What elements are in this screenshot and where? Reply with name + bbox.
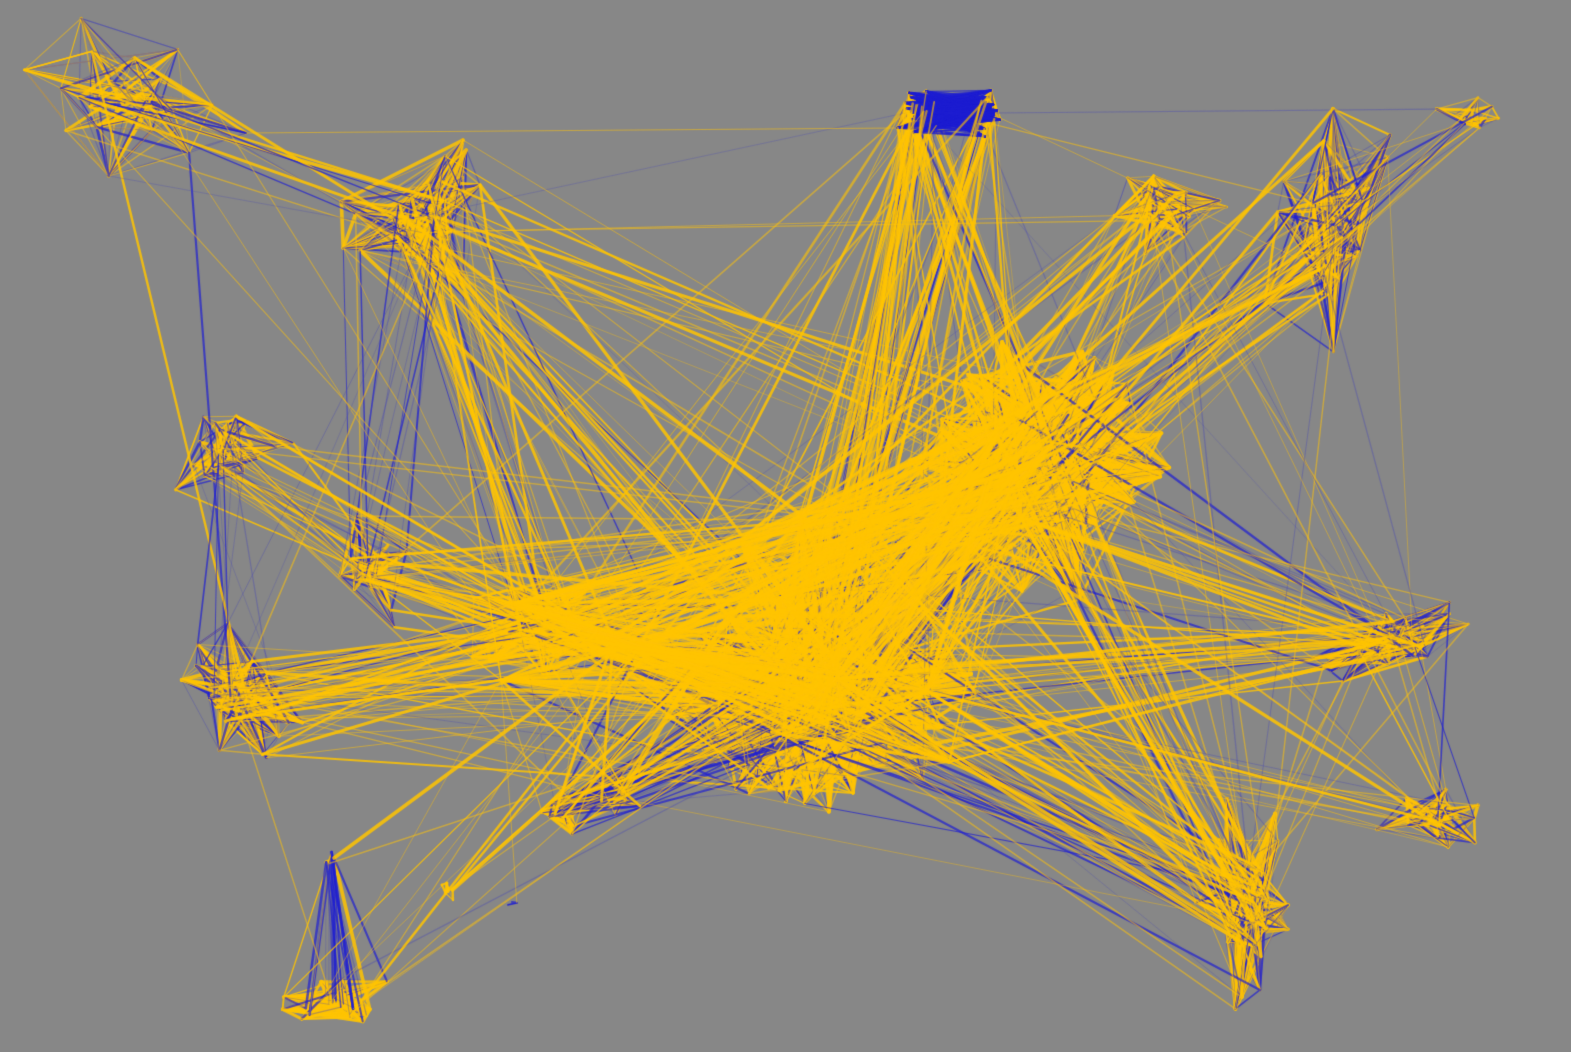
graph-edge-canvas[interactable] (0, 0, 1571, 1052)
network-graph-visualization[interactable] (0, 0, 1571, 1052)
graph-node-layer[interactable] (0, 0, 1571, 1052)
